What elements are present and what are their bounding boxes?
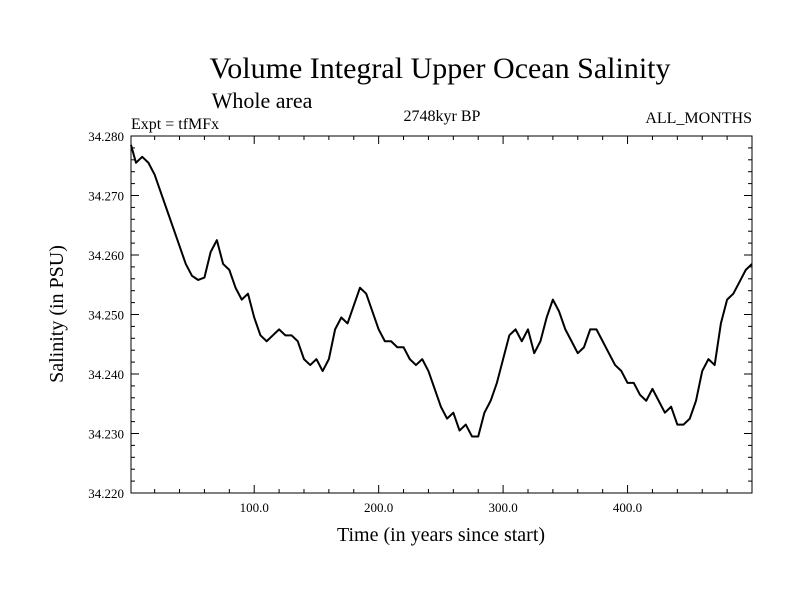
x-tick-label: 400.0 — [613, 500, 642, 515]
months-label: ALL_MONTHS — [645, 110, 752, 127]
period-label: 2748kyr BP — [404, 108, 481, 125]
x-axis-label: Time (in years since start) — [337, 524, 545, 546]
y-tick-label: 34.230 — [88, 427, 124, 442]
x-tick-label: 200.0 — [364, 500, 393, 515]
axis-ticks — [131, 135, 752, 494]
y-tick-label: 34.240 — [88, 367, 124, 382]
y-tick-label: 34.250 — [88, 308, 124, 323]
y-axis-label: Salinity (in PSU) — [46, 245, 68, 383]
chart-title: Volume Integral Upper Ocean Salinity — [210, 52, 671, 85]
y-tick-label: 34.270 — [88, 189, 124, 204]
x-tick-label: 300.0 — [488, 500, 517, 515]
experiment-label: Expt = tfMFx — [131, 116, 219, 133]
x-tick-labels: 100.0 200.0 300.0 400.0 — [240, 500, 643, 515]
series-lines — [130, 144, 753, 438]
y-tick-labels: 34.220 34.230 34.240 34.250 34.260 34.270 34.2… — [88, 129, 124, 501]
plot-frame — [130, 135, 753, 494]
y-tick-label: 34.220 — [88, 486, 124, 501]
x-tick-label: 100.0 — [240, 500, 269, 515]
series-line-salinity — [130, 144, 753, 438]
y-tick-label: 34.280 — [88, 129, 124, 144]
y-tick-label: 34.260 — [88, 248, 124, 263]
chart-subtitle: Whole area — [212, 88, 313, 113]
